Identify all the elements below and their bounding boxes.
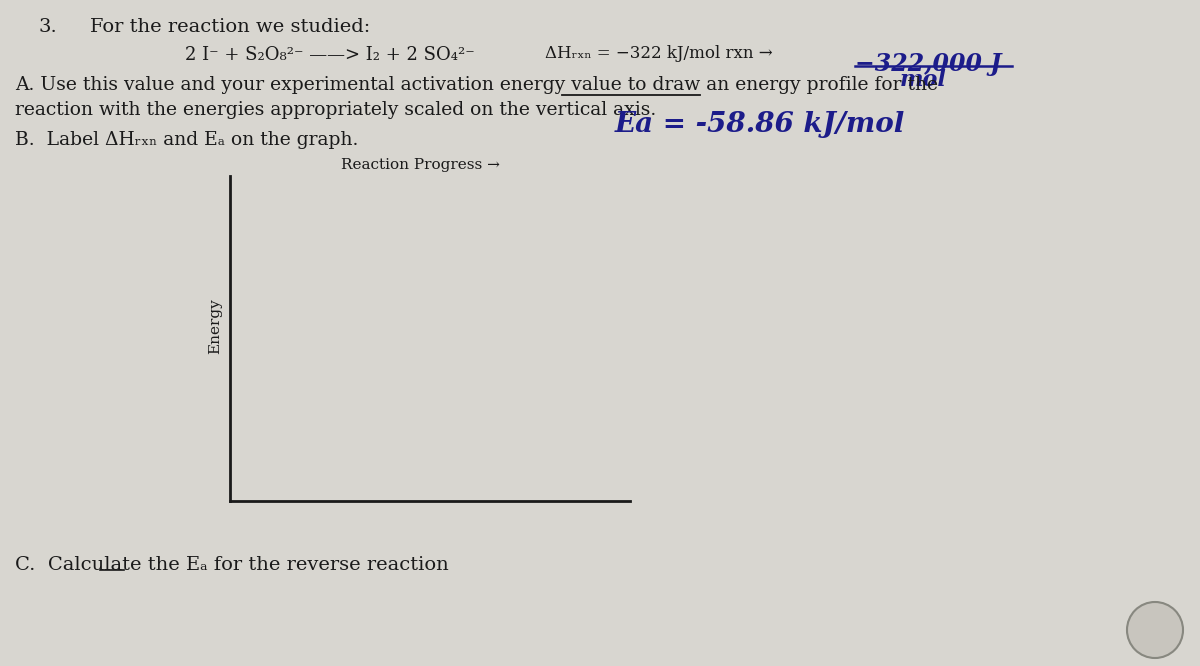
Text: Reaction Progress →: Reaction Progress → xyxy=(341,158,499,172)
Text: 3.: 3. xyxy=(38,18,56,36)
Text: A. Use this value and your experimental activation energy value to draw an energ: A. Use this value and your experimental … xyxy=(14,76,938,94)
Text: ΔHᵣₓₙ = −322 kJ/mol rxn →: ΔHᵣₓₙ = −322 kJ/mol rxn → xyxy=(545,45,773,62)
Text: For the reaction we studied:: For the reaction we studied: xyxy=(90,18,371,36)
Text: Ea = -58.86 kJ/mol: Ea = -58.86 kJ/mol xyxy=(616,111,905,138)
Text: B.  Label ΔHᵣₓₙ and Eₐ on the graph.: B. Label ΔHᵣₓₙ and Eₐ on the graph. xyxy=(14,131,359,149)
Text: Energy: Energy xyxy=(208,298,222,354)
Text: C.  Calculate the Eₐ for the reverse reaction: C. Calculate the Eₐ for the reverse reac… xyxy=(14,556,449,574)
Text: −322,000 J: −322,000 J xyxy=(854,52,1001,76)
Circle shape xyxy=(1127,602,1183,658)
Text: reaction with the energies appropriately scaled on the vertical axis.: reaction with the energies appropriately… xyxy=(14,101,656,119)
Text: mol: mol xyxy=(900,69,947,91)
Text: 2 I⁻ + S₂O₈²⁻ ——> I₂ + 2 SO₄²⁻: 2 I⁻ + S₂O₈²⁻ ——> I₂ + 2 SO₄²⁻ xyxy=(185,46,475,64)
